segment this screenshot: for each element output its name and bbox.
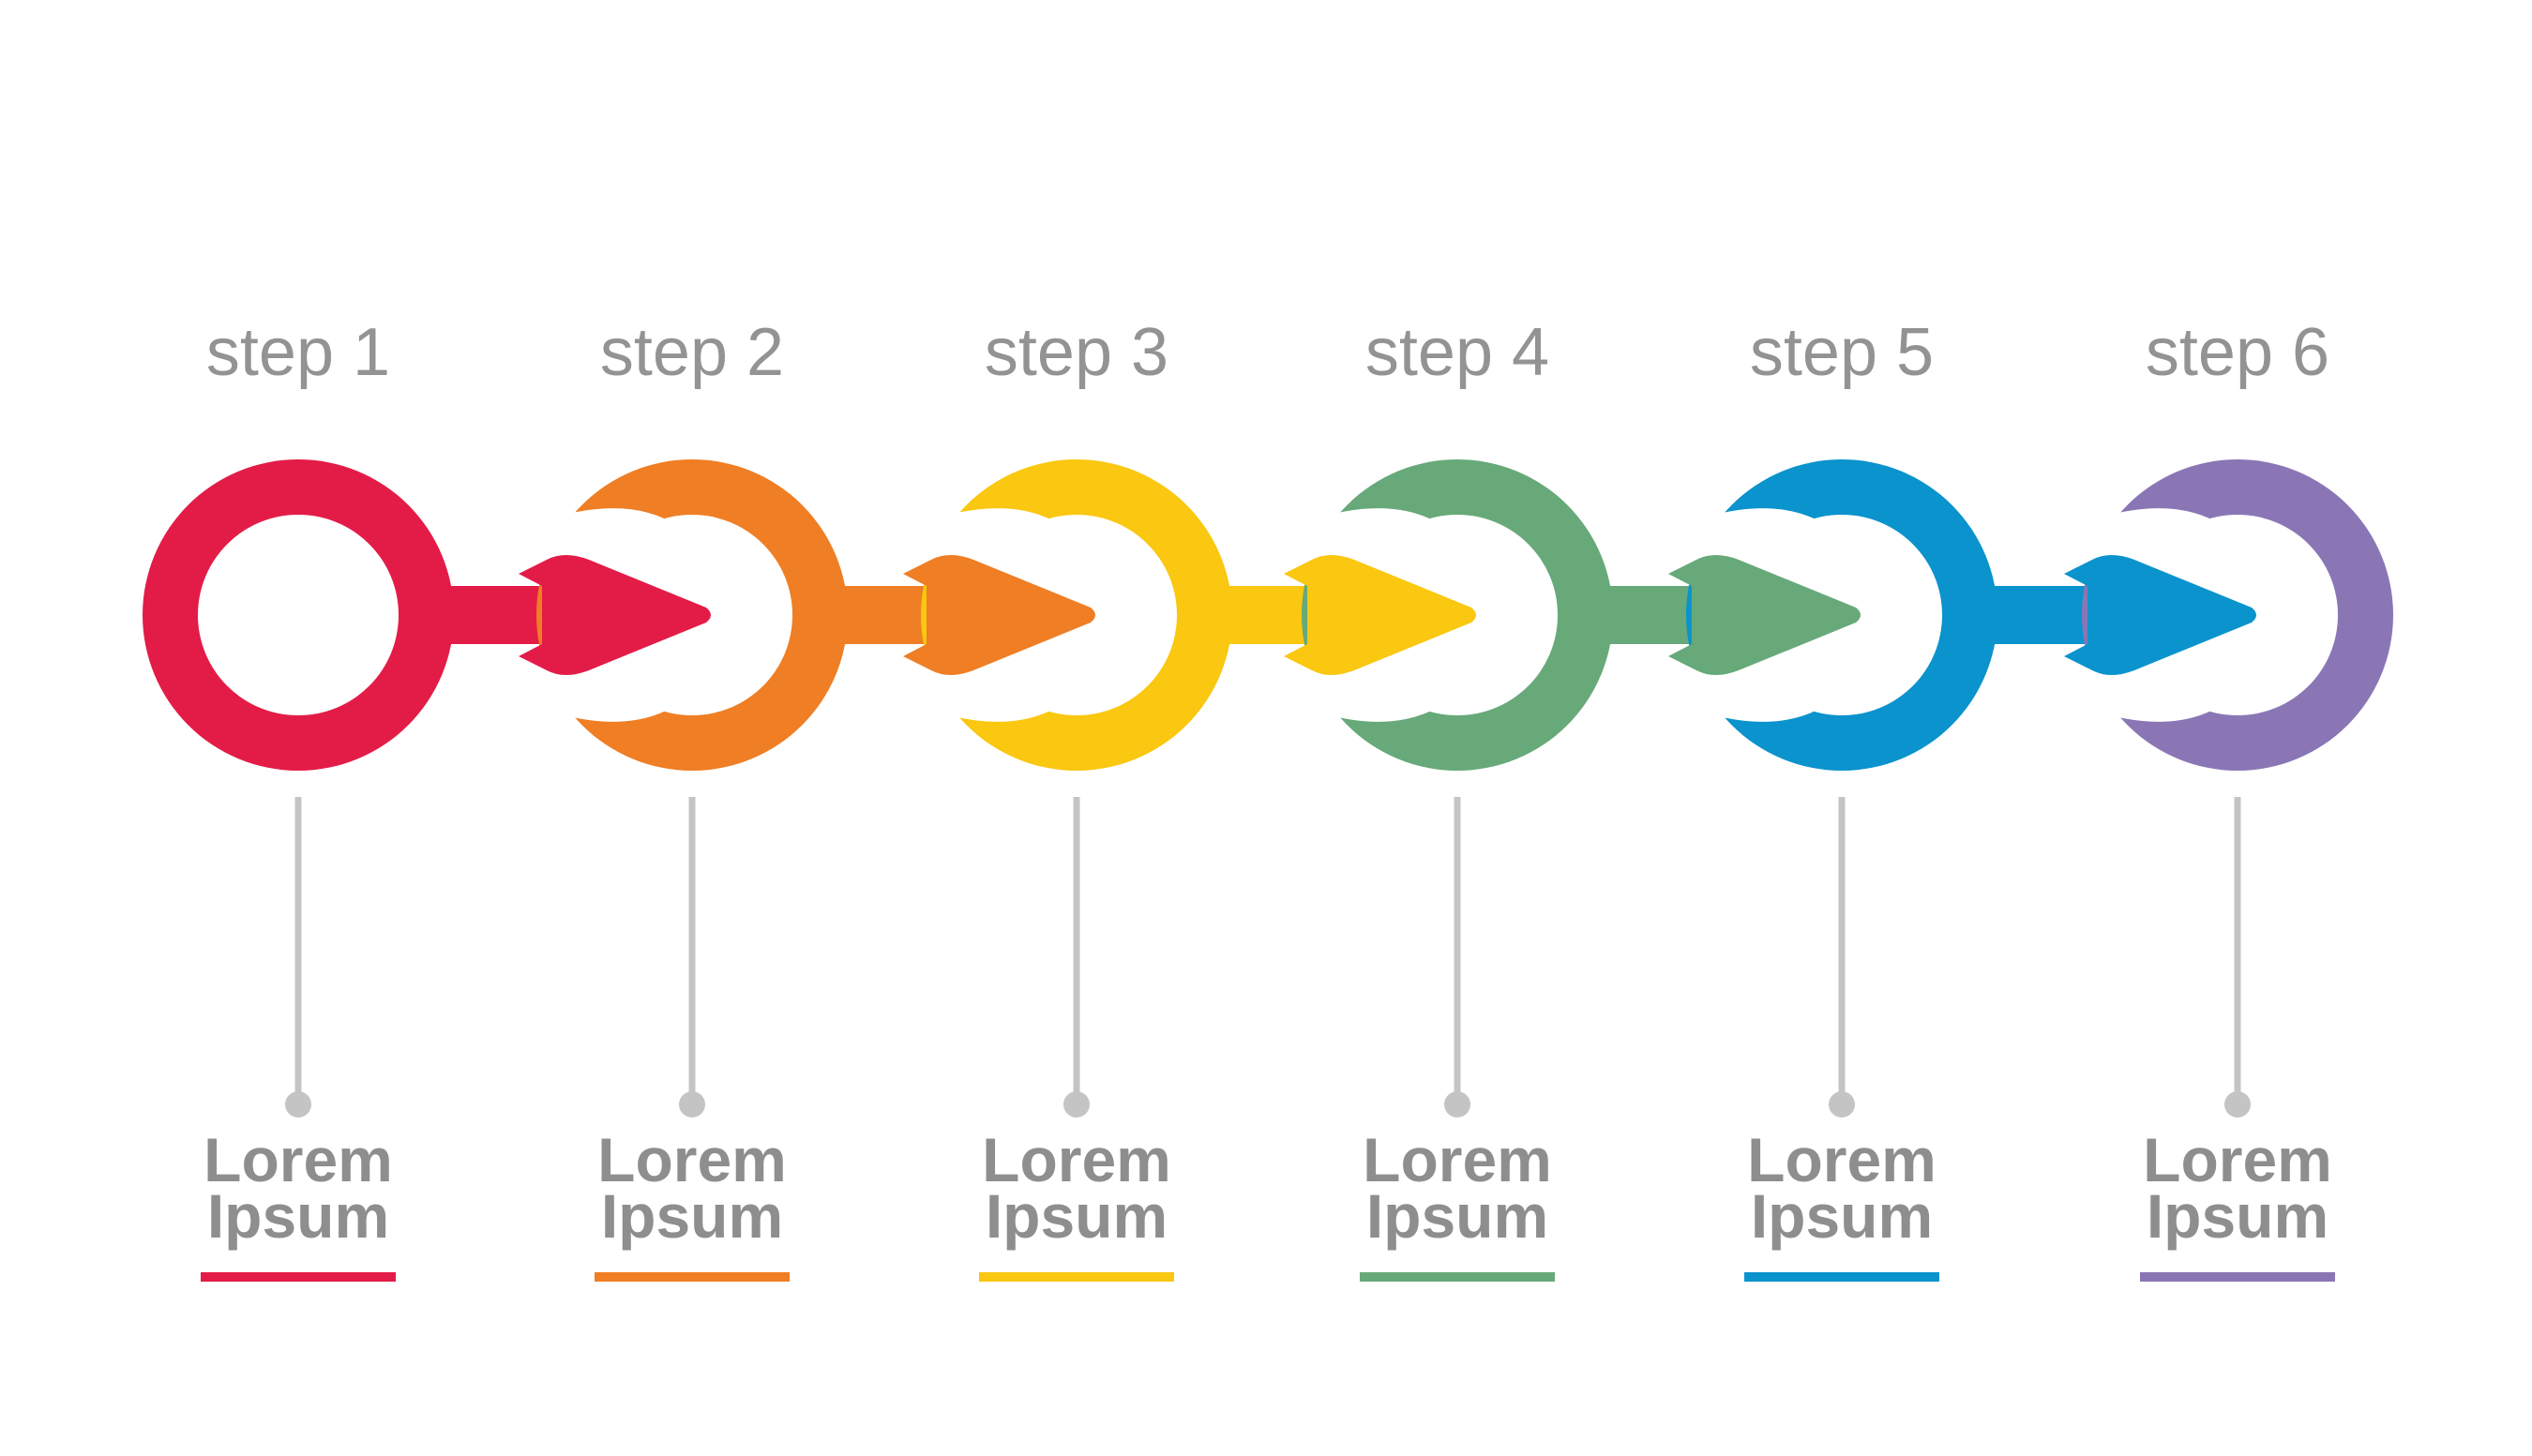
connector-dot bbox=[1063, 1091, 1090, 1118]
item-title-line1: Lorem bbox=[597, 1125, 787, 1194]
item-underline bbox=[2140, 1272, 2335, 1282]
item-title-line2: Ipsum bbox=[1366, 1181, 1548, 1251]
item-title-line1: Lorem bbox=[982, 1125, 1171, 1194]
connector-dot bbox=[1444, 1091, 1470, 1118]
arrow-head bbox=[903, 555, 1095, 675]
item-title-line1: Lorem bbox=[1363, 1125, 1552, 1194]
item-underline bbox=[1744, 1272, 1939, 1282]
connector-dot bbox=[2224, 1091, 2251, 1118]
arrow-head bbox=[519, 555, 711, 675]
item-title-line2: Ipsum bbox=[207, 1181, 389, 1251]
arrow-heads bbox=[519, 555, 2256, 675]
item-title-line2: Ipsum bbox=[1751, 1181, 1933, 1251]
item-underline bbox=[979, 1272, 1174, 1282]
item-underline bbox=[201, 1272, 396, 1282]
step-label: step 3 bbox=[985, 315, 1168, 390]
item-title-line1: Lorem bbox=[203, 1125, 393, 1194]
item-title-line2: Ipsum bbox=[601, 1181, 783, 1251]
step-label: step 6 bbox=[2146, 315, 2329, 390]
item-underline bbox=[595, 1272, 790, 1282]
step-label: step 2 bbox=[600, 315, 784, 390]
step-items: LoremIpsumLoremIpsumLoremIpsumLoremIpsum… bbox=[201, 1125, 2335, 1282]
step-label: step 5 bbox=[1750, 315, 1934, 390]
arrow-head bbox=[2064, 555, 2256, 675]
item-title-line1: Lorem bbox=[2143, 1125, 2332, 1194]
step-label: step 4 bbox=[1365, 315, 1549, 390]
connector-lines bbox=[285, 797, 2251, 1118]
item-title-line2: Ipsum bbox=[986, 1181, 1168, 1251]
connector-dot bbox=[1829, 1091, 1855, 1118]
arrow-head bbox=[1668, 555, 1861, 675]
arrow-head bbox=[1284, 555, 1476, 675]
ring-hole bbox=[198, 515, 399, 715]
step-label: step 1 bbox=[206, 315, 390, 390]
step-labels: step 1 step 2 step 3 step 4 step 5 step 6 bbox=[206, 315, 2329, 390]
connector-dot bbox=[285, 1091, 311, 1118]
item-underline bbox=[1360, 1272, 1555, 1282]
item-title-line1: Lorem bbox=[1747, 1125, 1937, 1194]
item-title-line2: Ipsum bbox=[2147, 1181, 2329, 1251]
connector-dot bbox=[679, 1091, 705, 1118]
